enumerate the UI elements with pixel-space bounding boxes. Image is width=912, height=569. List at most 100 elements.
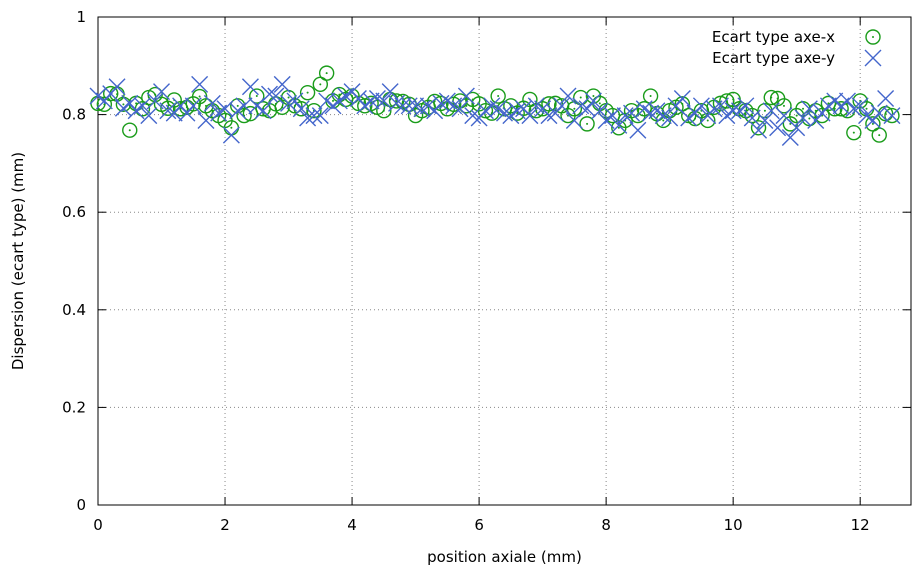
data-point-center	[802, 107, 805, 110]
data-point	[153, 83, 171, 101]
data-point-center	[681, 102, 684, 105]
data-point-center	[732, 98, 735, 101]
data-point-center	[694, 117, 697, 120]
data-point	[191, 75, 209, 93]
data-point	[299, 84, 316, 101]
data-point	[464, 107, 482, 125]
data-point	[260, 85, 278, 103]
data-point	[362, 92, 380, 110]
data-point	[591, 102, 609, 120]
data-point-center	[255, 95, 258, 98]
data-point	[140, 107, 158, 125]
data-point	[661, 109, 679, 127]
data-point	[553, 97, 571, 115]
legend-marker	[864, 49, 882, 67]
data-point	[108, 78, 126, 96]
data-point	[762, 102, 780, 120]
data-point	[483, 97, 501, 115]
y-tick-label: 1	[76, 8, 86, 26]
data-points	[89, 65, 901, 147]
data-point	[457, 87, 475, 105]
data-point-center	[662, 119, 665, 122]
data-point-center	[706, 119, 709, 122]
y-axis: 0 0.2 0.4 0.6 0.8 1	[62, 8, 911, 514]
data-point-center	[865, 107, 868, 110]
data-point	[705, 100, 723, 118]
series-2	[89, 75, 901, 147]
data-point-center	[230, 126, 233, 129]
data-point	[159, 102, 177, 120]
data-point-center	[332, 99, 335, 102]
data-point	[249, 88, 265, 104]
data-point	[540, 107, 558, 125]
data-point	[133, 97, 151, 115]
data-point	[267, 87, 285, 105]
data-point-center	[122, 103, 125, 106]
data-point	[845, 100, 863, 118]
data-point-center	[852, 131, 855, 134]
data-point-center	[281, 106, 284, 109]
data-point	[490, 88, 506, 104]
data-point	[565, 111, 583, 129]
data-point	[236, 107, 252, 124]
data-point	[884, 107, 900, 124]
data-point-center	[751, 114, 754, 117]
data-point	[292, 100, 310, 118]
data-point	[286, 92, 304, 110]
data-point	[273, 75, 291, 93]
data-point-center	[319, 83, 322, 86]
data-point-center	[306, 91, 309, 94]
legend-label: Ecart type axe-y	[712, 49, 835, 67]
data-point-center	[808, 117, 811, 120]
data-point-center	[573, 107, 576, 110]
data-point	[407, 97, 425, 115]
legend-label: Ecart type axe-x	[712, 28, 835, 46]
data-point-center	[579, 96, 582, 99]
data-point	[280, 94, 298, 112]
data-point-center	[776, 97, 779, 100]
x-axis-title: position axiale (mm)	[427, 548, 582, 566]
data-point	[394, 97, 412, 115]
data-point	[877, 90, 895, 107]
data-point	[235, 97, 253, 115]
data-point-center	[268, 109, 271, 112]
data-point	[368, 90, 386, 107]
data-point	[184, 97, 202, 115]
data-point	[750, 120, 767, 136]
data-point	[673, 90, 691, 107]
data-point-center	[128, 129, 131, 132]
data-point	[306, 102, 322, 119]
x-tick-label: 8	[601, 516, 611, 534]
data-point	[222, 126, 240, 144]
data-point	[521, 107, 539, 125]
data-point	[381, 83, 399, 101]
data-point	[579, 116, 595, 132]
data-point-center	[116, 93, 119, 96]
legend: Ecart type axe-x Ecart type axe-y	[712, 28, 882, 67]
data-point	[254, 102, 272, 120]
y-tick-label: 0	[76, 496, 86, 514]
data-point-center	[497, 95, 500, 98]
data-point-center	[198, 95, 201, 98]
data-point	[318, 65, 335, 81]
data-point	[814, 107, 830, 124]
legend-marker-center	[872, 36, 874, 38]
data-point-center	[586, 122, 589, 125]
data-point	[737, 97, 755, 115]
data-point	[769, 119, 787, 137]
data-point	[629, 121, 647, 139]
data-point	[445, 97, 463, 115]
data-point	[197, 111, 215, 129]
x-tick-label: 4	[347, 516, 357, 534]
data-point	[719, 93, 735, 109]
data-point	[731, 101, 748, 117]
data-point-center	[795, 114, 798, 117]
data-point-center	[617, 126, 620, 129]
data-point	[750, 121, 768, 139]
data-point	[451, 100, 469, 118]
data-point	[357, 98, 373, 114]
data-point	[616, 107, 634, 125]
x-tick-label: 12	[851, 516, 870, 534]
data-point	[350, 95, 367, 112]
